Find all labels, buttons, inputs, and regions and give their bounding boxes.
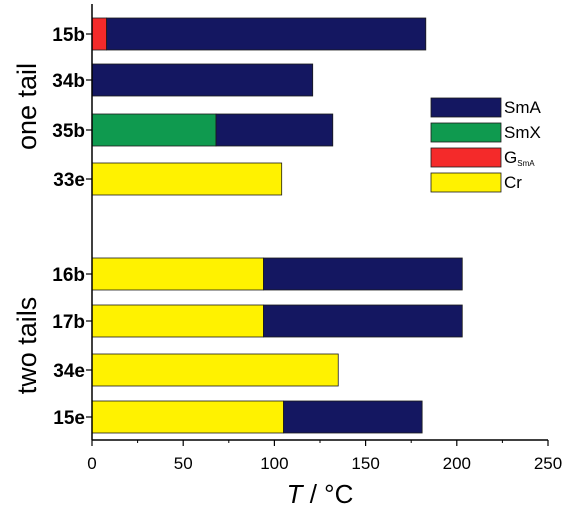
- x-axis-label-variable: T: [287, 479, 305, 509]
- legend-label-gsma: GSmA: [504, 148, 535, 168]
- bar-segment-17b-sma: [263, 304, 463, 338]
- bar-segment-16b-cr: [91, 257, 264, 291]
- category-label-15b: 15b: [52, 25, 85, 46]
- bars-layer: [91, 17, 463, 434]
- category-labels: 15b 34b 35b 33e 16b 17b 34e 15e: [52, 25, 92, 429]
- x-ticks: 0 50 100 150 200 250: [87, 440, 562, 473]
- x-tick-label-250: 250: [534, 454, 562, 473]
- bar-15e: [91, 400, 423, 434]
- bar-segment-16b-sma: [263, 257, 463, 291]
- bar-33e: [91, 162, 283, 196]
- category-label-34b: 34b: [52, 71, 85, 92]
- bar-segment-33e-cr: [91, 162, 283, 196]
- legend-label-cr: Cr: [504, 173, 522, 192]
- x-tick-label-50: 50: [174, 454, 193, 473]
- x-tick-label-100: 100: [260, 454, 288, 473]
- legend-swatch-sma: [430, 97, 502, 118]
- legend-label-smx: SmX: [504, 123, 541, 142]
- group-label-two-tails: two tails: [12, 297, 42, 395]
- bar-segment-35b-sma: [215, 113, 334, 147]
- bar-34b: [91, 63, 314, 97]
- bar-34e: [91, 353, 339, 387]
- bar-segment-15e-sma: [283, 400, 423, 434]
- legend-label-sma: SmA: [504, 98, 542, 117]
- bar-segment-15b-g: [91, 17, 107, 51]
- category-label-16b: 16b: [52, 265, 85, 286]
- bar-segment-34b-sma: [91, 63, 314, 97]
- bar-segment-35b-smx: [91, 113, 217, 147]
- category-label-33e: 33e: [53, 170, 85, 191]
- bar-segment-15e-cr: [91, 400, 284, 434]
- category-label-34e: 34e: [53, 361, 85, 382]
- bar-segment-17b-cr: [91, 304, 264, 338]
- x-tick-label-0: 0: [87, 454, 96, 473]
- x-tick-label-150: 150: [351, 454, 379, 473]
- category-label-15e: 15e: [53, 408, 85, 429]
- legend-swatch-smx: [430, 122, 502, 143]
- group-labels: one tail two tails: [12, 63, 42, 394]
- x-axis-label-unit: / °C: [303, 479, 354, 509]
- bar-segment-34e-cr: [91, 353, 339, 387]
- category-label-35b: 35b: [52, 121, 85, 142]
- bar-16b: [91, 257, 463, 291]
- group-label-one-tail: one tail: [12, 63, 42, 150]
- x-axis-label: T / °C: [287, 479, 354, 509]
- category-label-17b: 17b: [52, 312, 85, 333]
- legend-swatch-gsma: [430, 147, 502, 168]
- x-tick-label-200: 200: [443, 454, 471, 473]
- legend: SmA SmX GSmA Cr: [430, 97, 542, 193]
- bar-15b: [91, 17, 427, 51]
- bar-17b: [91, 304, 463, 338]
- bar-segment-15b-sma: [106, 17, 427, 51]
- bar-35b: [91, 113, 334, 147]
- legend-swatch-cr: [430, 172, 502, 193]
